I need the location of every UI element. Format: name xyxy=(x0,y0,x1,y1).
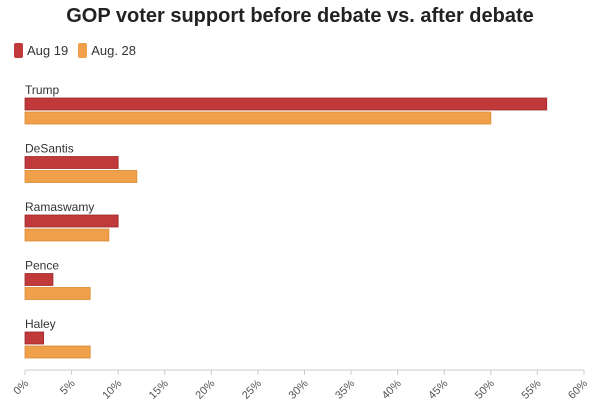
legend-swatch-aug19 xyxy=(14,43,23,58)
bar-haley-aug19 xyxy=(24,331,45,345)
x-tick-label-15: 15% xyxy=(147,377,171,401)
x-tick-label-35: 35% xyxy=(333,377,357,401)
x-tick-label-60: 60% xyxy=(566,377,590,401)
legend-item-aug28[interactable]: Aug. 28 xyxy=(78,43,136,58)
legend: Aug 19 Aug. 28 xyxy=(14,43,146,58)
x-tick-label-5: 5% xyxy=(58,377,78,397)
bar-desantis-aug19 xyxy=(24,156,119,169)
legend-swatch-aug28 xyxy=(78,43,88,58)
legend-label-aug19: Aug 19 xyxy=(27,43,69,58)
x-tick-label-0: 0% xyxy=(11,377,31,397)
chart-title: GOP voter support before debate vs. afte… xyxy=(66,5,534,27)
bar-pence-aug28 xyxy=(24,287,91,300)
category-label-ramaswamy: Ramaswamy xyxy=(25,200,94,214)
category-label-desantis: DeSantis xyxy=(25,142,74,156)
x-tick-label-20: 20% xyxy=(193,377,217,401)
legend-label-aug28: Aug. 28 xyxy=(91,43,137,58)
x-tick-label-40: 40% xyxy=(380,377,404,401)
bar-pence-aug19 xyxy=(24,273,54,286)
x-tick-label-50: 50% xyxy=(473,377,497,401)
bar-trump-aug28 xyxy=(24,111,492,125)
bar-trump-aug19 xyxy=(24,97,548,111)
x-tick-label-10: 10% xyxy=(100,377,124,401)
x-tick-label-55: 55% xyxy=(519,377,543,401)
x-tick-label-30: 30% xyxy=(287,377,311,401)
bar-ramaswamy-aug19 xyxy=(24,214,119,228)
x-tick-label-45: 45% xyxy=(426,377,450,401)
bar-haley-aug28 xyxy=(24,345,91,359)
bar-desantis-aug28 xyxy=(24,170,138,183)
legend-item-aug19[interactable]: Aug 19 xyxy=(14,43,68,58)
category-label-haley: Haley xyxy=(25,317,56,331)
category-label-trump: Trump xyxy=(25,83,60,97)
x-tick-label-25: 25% xyxy=(240,377,264,401)
bar-ramaswamy-aug28 xyxy=(24,228,110,242)
category-label-pence: Pence xyxy=(25,259,59,273)
